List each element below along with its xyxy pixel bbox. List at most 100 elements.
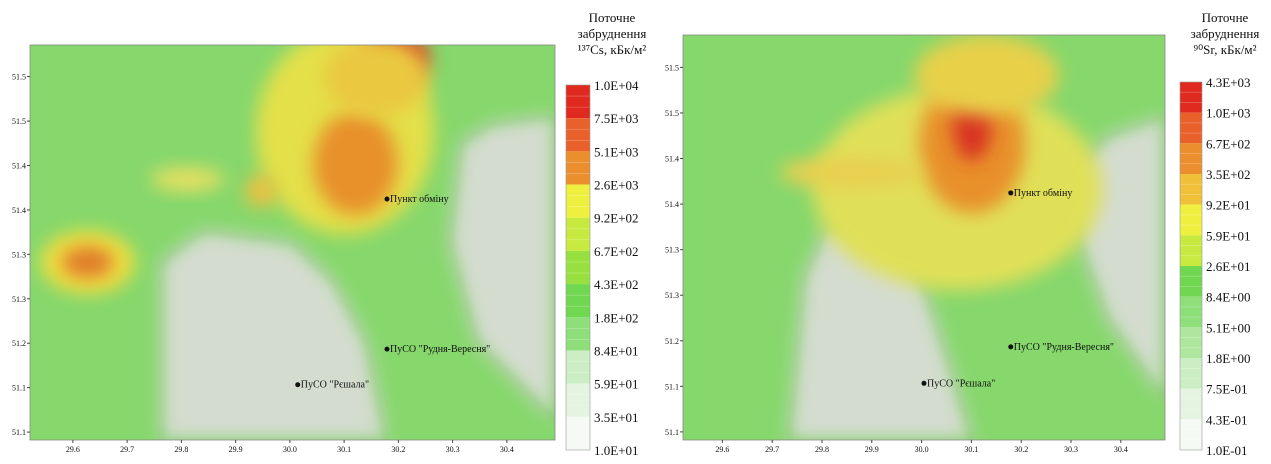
legend-swatch xyxy=(566,317,590,350)
legend-label: 5.1E+03 xyxy=(594,144,639,159)
x-tick-label: 29.6 xyxy=(66,445,80,454)
legend-label: 1.0E-01 xyxy=(1206,443,1248,458)
legend-label: 6.7E+02 xyxy=(594,244,639,259)
y-tick-label: 51.4 xyxy=(12,206,26,215)
legend-label: 5.1E+00 xyxy=(1206,320,1251,335)
legend-swatch xyxy=(566,384,590,417)
legend-swatch xyxy=(1180,113,1202,144)
legend-label: 6.7E+02 xyxy=(1206,136,1251,151)
legend-title: Поточне xyxy=(589,10,636,25)
legend-swatch xyxy=(1180,143,1202,174)
legend-swatch xyxy=(1180,358,1202,389)
place-label: Пункт обміну xyxy=(1014,188,1073,199)
x-tick-label: 30.1 xyxy=(337,445,351,454)
x-tick-label: 30.1 xyxy=(964,445,978,454)
y-tick-label: 51.5 xyxy=(665,109,679,118)
x-tick-label: 29.9 xyxy=(865,445,879,454)
y-tick-label: 51.3 xyxy=(12,250,26,259)
legend-swatch xyxy=(566,185,590,218)
legend-label: 3.5E+01 xyxy=(594,410,639,425)
legend-swatch xyxy=(566,417,590,450)
y-tick-label: 51.3 xyxy=(665,291,679,300)
legend-label: 5.9E+01 xyxy=(594,377,639,392)
legend-title: Поточне xyxy=(1202,10,1249,25)
legend-label: 9.2E+01 xyxy=(1206,198,1251,213)
y-tick-label: 51.4 xyxy=(665,200,679,209)
hotspot xyxy=(245,175,277,207)
legend-label: 1.0E+03 xyxy=(1206,106,1251,121)
legend-swatch xyxy=(1180,235,1202,266)
y-tick-label: 51.5 xyxy=(12,73,26,82)
x-tick-label: 30.4 xyxy=(500,445,514,454)
x-tick-label: 30.2 xyxy=(391,445,405,454)
place-label: ПуСО "Рєшала" xyxy=(301,380,369,391)
place-label: ПуСО "Рудня-Вересня" xyxy=(1014,342,1114,353)
legend-label: 2.6E+03 xyxy=(594,178,639,193)
place-label: ПуСО "Рудня-Вересня" xyxy=(390,344,490,355)
legend-swatch xyxy=(1180,389,1202,420)
legend-swatch xyxy=(566,218,590,251)
y-tick-label: 51.3 xyxy=(12,295,26,304)
place-label: ПуСО "Рєшала" xyxy=(927,378,995,389)
x-tick-label: 29.7 xyxy=(765,445,779,454)
y-tick-label: 51.1 xyxy=(665,382,679,391)
place-marker xyxy=(385,347,390,352)
x-tick-label: 29.9 xyxy=(229,445,243,454)
hotspot xyxy=(914,35,1059,116)
legend-swatch xyxy=(1180,266,1202,297)
y-tick-label: 51.1 xyxy=(665,428,679,437)
legend-swatch xyxy=(1180,205,1202,236)
hotspot xyxy=(151,167,225,191)
legend-label: 8.4E+01 xyxy=(594,343,639,358)
legend-swatch xyxy=(1180,82,1202,113)
y-tick-label: 51.2 xyxy=(665,337,679,346)
y-tick-label: 51.1 xyxy=(12,384,26,393)
hotspot xyxy=(779,157,924,189)
legend-label: 4.3E-01 xyxy=(1206,412,1248,427)
y-tick-label: 51.5 xyxy=(12,117,26,126)
place-marker xyxy=(295,382,300,387)
legend-label: 1.8E+00 xyxy=(1206,351,1251,366)
legend-label: 7.5E-01 xyxy=(1206,382,1248,397)
legend-swatch xyxy=(566,118,590,151)
map-panel: 29.6 29.7 29.8 29.9 30.0 30.1 30.2 30.3 30.4 51.5… xyxy=(12,10,646,458)
y-tick-label: 51.2 xyxy=(12,339,26,348)
hotspot xyxy=(62,246,115,278)
y-tick-label: 51.3 xyxy=(665,246,679,255)
legend-label: 4.3E+03 xyxy=(1206,75,1251,90)
x-tick-label: 30.2 xyxy=(1014,445,1028,454)
legend-label: 1.8E+02 xyxy=(594,310,639,325)
place-marker xyxy=(922,381,927,386)
x-tick-label: 30.3 xyxy=(446,445,460,454)
x-tick-label: 29.8 xyxy=(174,445,188,454)
place-marker xyxy=(1008,190,1013,195)
y-tick-label: 51.4 xyxy=(12,161,26,170)
legend-swatch xyxy=(1180,297,1202,328)
map-area xyxy=(30,29,555,440)
page: 29.6 29.7 29.8 29.9 30.0 30.1 30.2 30.3 30.4 51.5… xyxy=(0,0,1271,459)
x-tick-label: 30.3 xyxy=(1064,445,1078,454)
y-tick-label: 51.5 xyxy=(665,63,679,72)
legend-title: забруднення xyxy=(1191,26,1260,41)
legend-title: ¹³⁷Cs, кБк/м² xyxy=(578,42,646,57)
x-tick-label: 29.7 xyxy=(120,445,134,454)
legend-label: 2.6E+01 xyxy=(1206,259,1251,274)
x-tick-label: 30.4 xyxy=(1114,445,1128,454)
legend-title: забруднення xyxy=(578,26,647,41)
legend-swatch xyxy=(566,151,590,184)
legend-label: 7.5E+03 xyxy=(594,111,639,126)
legend-title: ⁹⁰Sr, кБк/м² xyxy=(1193,42,1256,57)
x-tick-label: 30.0 xyxy=(283,445,297,454)
legend-swatch xyxy=(566,251,590,284)
y-tick-label: 51.1 xyxy=(12,428,26,437)
place-marker xyxy=(385,197,390,202)
legend-label: 1.0E+04 xyxy=(594,78,639,93)
x-tick-label: 29.6 xyxy=(715,445,729,454)
legend-swatch xyxy=(1180,327,1202,358)
legend-label: 9.2E+02 xyxy=(594,211,639,226)
hotspot xyxy=(324,37,429,116)
legend-label: 8.4E+00 xyxy=(1206,290,1251,305)
legend-label: 1.0E+01 xyxy=(594,443,639,458)
legend-swatch xyxy=(566,284,590,317)
